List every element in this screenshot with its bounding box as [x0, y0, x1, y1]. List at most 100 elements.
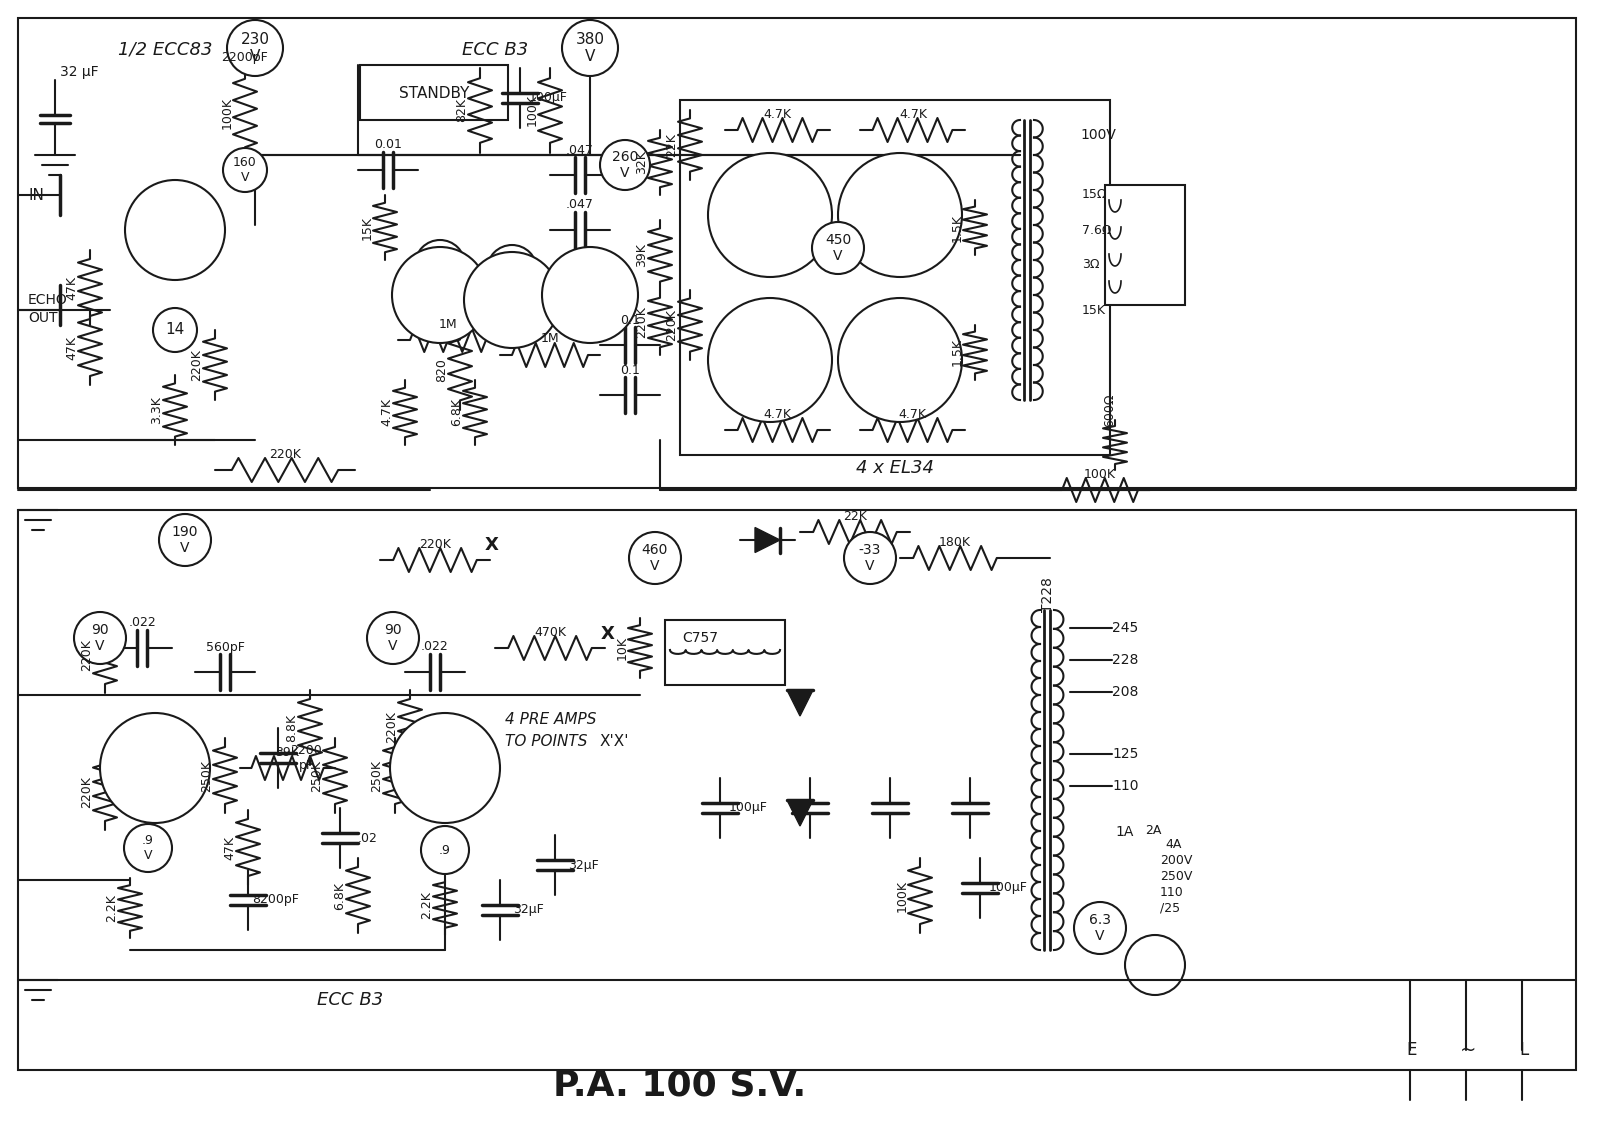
Text: 260
V: 260 V	[611, 149, 638, 180]
Text: 200V: 200V	[1160, 853, 1192, 867]
Text: 32µF: 32µF	[568, 859, 598, 871]
Bar	[1106, 185, 1186, 305]
Text: 245: 245	[1112, 620, 1138, 635]
Circle shape	[154, 308, 197, 352]
Circle shape	[707, 298, 832, 422]
Text: 250K: 250K	[200, 760, 213, 791]
Text: 220K: 220K	[666, 309, 678, 341]
Text: 250K: 250K	[310, 760, 323, 791]
Circle shape	[125, 180, 226, 280]
Text: ECC B3: ECC B3	[317, 991, 382, 1009]
Circle shape	[125, 824, 173, 872]
Text: 100K: 100K	[1085, 468, 1117, 480]
Text: ECHO: ECHO	[29, 293, 67, 307]
Text: 6.8K: 6.8K	[333, 881, 347, 909]
Bar	[666, 620, 786, 685]
Text: .047: .047	[566, 199, 594, 211]
Bar	[18, 510, 1576, 1070]
Text: 560pF: 560pF	[205, 641, 245, 653]
Circle shape	[707, 153, 832, 277]
Text: C757: C757	[682, 631, 718, 645]
Text: 15K: 15K	[360, 216, 373, 239]
Polygon shape	[787, 690, 813, 716]
Text: 460
V: 460 V	[642, 543, 669, 573]
Text: 15Ω: 15Ω	[1082, 189, 1107, 201]
Circle shape	[421, 826, 469, 874]
Text: IN: IN	[29, 188, 43, 202]
Text: E: E	[1406, 1041, 1418, 1059]
Text: 250V: 250V	[1160, 870, 1192, 882]
Text: 90
V: 90 V	[91, 623, 109, 653]
Text: 1M: 1M	[541, 333, 560, 345]
Text: /25: /25	[1160, 901, 1181, 915]
Circle shape	[845, 532, 896, 584]
Circle shape	[838, 298, 962, 422]
Text: 4.7K: 4.7K	[899, 408, 926, 420]
Text: 190
V: 190 V	[171, 525, 198, 555]
Text: 8200pF: 8200pF	[253, 894, 299, 906]
Text: 100µF: 100µF	[728, 801, 768, 815]
Text: 6.8K: 6.8K	[451, 399, 464, 426]
Text: 3Ω: 3Ω	[1082, 259, 1099, 272]
Text: 1/2 ECC83: 1/2 ECC83	[118, 40, 213, 58]
Text: 100V: 100V	[1080, 128, 1115, 142]
Text: 100K: 100K	[525, 94, 539, 127]
Text: 220K: 220K	[635, 307, 648, 338]
Circle shape	[227, 20, 283, 76]
Bar	[360, 65, 509, 120]
Circle shape	[74, 611, 126, 664]
Text: 22K: 22K	[666, 133, 678, 157]
Text: 0.1: 0.1	[621, 363, 640, 377]
Text: L: L	[1520, 1041, 1528, 1059]
Text: 220K: 220K	[80, 640, 93, 671]
Text: 3.3K: 3.3K	[150, 396, 163, 424]
Text: T228: T228	[1042, 578, 1054, 613]
Text: .047: .047	[566, 144, 594, 156]
Text: 90
V: 90 V	[384, 623, 402, 653]
Text: 220K: 220K	[269, 447, 301, 461]
Text: 32K: 32K	[635, 151, 648, 174]
Text: 600Ω: 600Ω	[1104, 393, 1117, 427]
Text: .022: .022	[128, 616, 155, 629]
Text: 47K: 47K	[66, 335, 78, 360]
Text: 1A: 1A	[1115, 825, 1133, 839]
Text: .9: .9	[438, 843, 451, 856]
Text: 15K: 15K	[1082, 303, 1106, 317]
Circle shape	[542, 247, 638, 343]
Text: 2A: 2A	[1146, 824, 1162, 836]
Text: 4.7K: 4.7K	[381, 399, 394, 426]
Text: X: X	[485, 536, 499, 554]
Circle shape	[1074, 901, 1126, 954]
Circle shape	[392, 247, 488, 343]
Text: 47K: 47K	[224, 835, 237, 860]
Text: X: X	[602, 625, 614, 643]
Text: 6.3
V: 6.3 V	[1090, 913, 1110, 943]
Polygon shape	[787, 800, 813, 826]
Text: 39K: 39K	[275, 745, 299, 759]
Text: P.A. 100 S.V.: P.A. 100 S.V.	[554, 1068, 806, 1102]
Text: 110: 110	[1160, 886, 1184, 898]
Polygon shape	[755, 527, 781, 553]
Text: 230
V: 230 V	[240, 31, 269, 64]
Text: 4.7K: 4.7K	[899, 108, 926, 120]
Text: .02: .02	[358, 832, 378, 844]
Text: 4.7K: 4.7K	[763, 108, 792, 120]
Text: 2200pF: 2200pF	[222, 52, 269, 64]
Text: 2.2K: 2.2K	[421, 891, 434, 919]
Text: 1.5K: 1.5K	[950, 214, 963, 242]
Text: 208: 208	[1112, 685, 1138, 699]
Text: 100µF: 100µF	[528, 91, 568, 105]
Text: 47K: 47K	[66, 275, 78, 299]
Text: X'X': X'X'	[600, 734, 629, 750]
Circle shape	[222, 148, 267, 192]
Text: 220K: 220K	[419, 537, 451, 551]
Text: 265
V: 265 V	[427, 250, 453, 280]
Text: 30
V: 30 V	[504, 255, 520, 285]
Text: ECC B3: ECC B3	[462, 40, 528, 58]
Text: 0.01: 0.01	[374, 138, 402, 152]
Text: ~: ~	[1459, 1041, 1477, 1060]
Bar	[18, 18, 1576, 488]
Text: 220K: 220K	[80, 777, 93, 808]
Text: OUT: OUT	[29, 311, 58, 325]
Circle shape	[1125, 935, 1186, 995]
